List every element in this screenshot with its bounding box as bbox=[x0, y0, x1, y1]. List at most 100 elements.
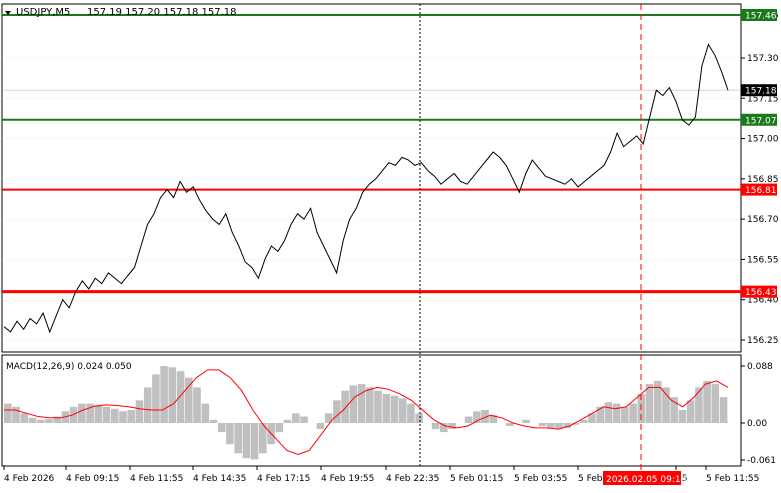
macd-bar bbox=[440, 423, 448, 433]
macd-bar bbox=[160, 366, 168, 423]
price-tick-label: 156.25 bbox=[747, 336, 779, 346]
price-panel[interactable] bbox=[1, 3, 742, 353]
level-tag-label: 157.07 bbox=[745, 116, 777, 126]
macd-tick-label: 0.088 bbox=[747, 362, 773, 372]
time-tick-label: 4 Feb 19:55 bbox=[321, 474, 374, 484]
macd-bar bbox=[143, 387, 152, 423]
macd-bar bbox=[415, 413, 423, 423]
macd-bar bbox=[374, 390, 382, 423]
current-price-label: 157.18 bbox=[745, 87, 777, 97]
macd-bar bbox=[695, 387, 703, 423]
macd-bar bbox=[152, 374, 160, 423]
macd-bar bbox=[686, 400, 695, 423]
time-tick-label: 5 Feb bbox=[578, 474, 603, 484]
level-tag bbox=[741, 113, 777, 126]
macd-bar bbox=[654, 380, 662, 423]
symbol-label: USDJPY,M5 bbox=[16, 7, 70, 18]
macd-bar bbox=[621, 406, 629, 423]
price-levels bbox=[2, 14, 741, 294]
macd-bar bbox=[4, 403, 12, 423]
macd-bar bbox=[390, 395, 399, 423]
price-tick-label: 157.00 bbox=[747, 135, 779, 145]
macd-bar bbox=[53, 416, 61, 423]
level-tag bbox=[741, 183, 777, 196]
macd-bar bbox=[538, 423, 547, 426]
macd-bar bbox=[300, 416, 308, 423]
macd-bar bbox=[102, 406, 111, 423]
triangle-down-icon[interactable] bbox=[5, 11, 11, 15]
macd-bar bbox=[678, 410, 687, 423]
macd-bar bbox=[20, 413, 29, 423]
ohlc-readout: 157.19 157.20 157.18 157.18 bbox=[87, 7, 237, 18]
time-axis: 4 Feb 2026 4 Feb 09:15 4 Feb 11:55 4 Feb 14… bbox=[3, 466, 759, 484]
macd-bar bbox=[703, 380, 711, 423]
price-tick-label: 156.70 bbox=[747, 215, 779, 225]
macd-bar bbox=[719, 397, 728, 423]
time-tick-label: 15 bbox=[676, 474, 687, 484]
macd-bar bbox=[366, 387, 374, 423]
macd-bar bbox=[226, 423, 234, 445]
macd-bar bbox=[86, 403, 94, 423]
macd-bar bbox=[382, 393, 391, 423]
macd-bar bbox=[94, 404, 103, 423]
macd-bar bbox=[250, 423, 259, 460]
macd-bar bbox=[571, 423, 580, 425]
macd-bar bbox=[481, 410, 489, 423]
time-tick-label: 5 Feb 03:55 bbox=[514, 474, 567, 484]
macd-bar bbox=[505, 423, 514, 426]
macd-bar bbox=[36, 419, 45, 423]
macd-bar bbox=[185, 377, 193, 423]
macd-bar bbox=[193, 387, 201, 423]
macd-bar bbox=[464, 416, 473, 423]
macd-bar bbox=[217, 423, 226, 433]
macd-signal-line bbox=[4, 369, 729, 456]
macd-bar bbox=[349, 385, 358, 423]
level-tag-label: 157.46 bbox=[745, 12, 777, 22]
time-tick-label: 4 Feb 17:15 bbox=[257, 474, 310, 484]
macd-bar bbox=[448, 423, 456, 430]
macd-bar bbox=[407, 403, 415, 423]
price-tick-label: 157.15 bbox=[747, 94, 779, 104]
macd-bar bbox=[522, 419, 530, 423]
time-tick-label: 4 Feb 2026 bbox=[4, 474, 55, 484]
time-tick-label: 5 Feb 01:15 bbox=[450, 474, 503, 484]
macd-bar bbox=[563, 423, 572, 428]
macd-bar bbox=[201, 403, 210, 423]
macd-bar bbox=[547, 423, 555, 428]
time-tick-label: 4 Feb 09:15 bbox=[66, 474, 119, 484]
current-price-tag bbox=[741, 84, 777, 97]
price-tick-label: 157.30 bbox=[747, 54, 779, 64]
level-tag bbox=[741, 285, 777, 298]
macd-label: MACD(12,26,9) 0.024 0.050 bbox=[6, 362, 132, 372]
level-tags: 157.46 157.07 156.81 156.43 157.18 bbox=[741, 9, 777, 298]
time-tick-label: 5 Feb 11:55 bbox=[706, 474, 759, 484]
time-tick-label: 4 Feb 14:35 bbox=[193, 474, 246, 484]
time-tick-label: 4 Feb 11:55 bbox=[130, 474, 183, 484]
macd-bar bbox=[612, 403, 621, 423]
macd-bar bbox=[473, 411, 481, 423]
macd-bar bbox=[176, 371, 185, 423]
macd-bar bbox=[119, 411, 127, 423]
macd-tick-label: -0.061 bbox=[747, 456, 776, 466]
macd-bar bbox=[341, 390, 349, 423]
macd-bar bbox=[242, 423, 251, 459]
macd-bar bbox=[398, 398, 407, 423]
level-tag-label: 156.43 bbox=[745, 288, 777, 298]
level-tag bbox=[741, 9, 777, 21]
macd-bar bbox=[431, 423, 440, 430]
macd-bar bbox=[283, 419, 292, 423]
macd-bar bbox=[489, 415, 497, 423]
macd-bar bbox=[596, 406, 604, 423]
macd-bar bbox=[333, 400, 341, 423]
macd-bar bbox=[28, 417, 37, 423]
price-tick-label: 156.40 bbox=[747, 296, 779, 306]
macd-bar bbox=[168, 367, 177, 423]
macd-bar bbox=[604, 402, 613, 423]
macd-axis: 0.088 0.00 -0.061 bbox=[741, 362, 776, 466]
price-tick-label: 156.85 bbox=[747, 175, 779, 185]
macd-bar bbox=[135, 400, 144, 423]
macd-bar bbox=[209, 419, 218, 423]
macd-bar bbox=[234, 423, 242, 454]
